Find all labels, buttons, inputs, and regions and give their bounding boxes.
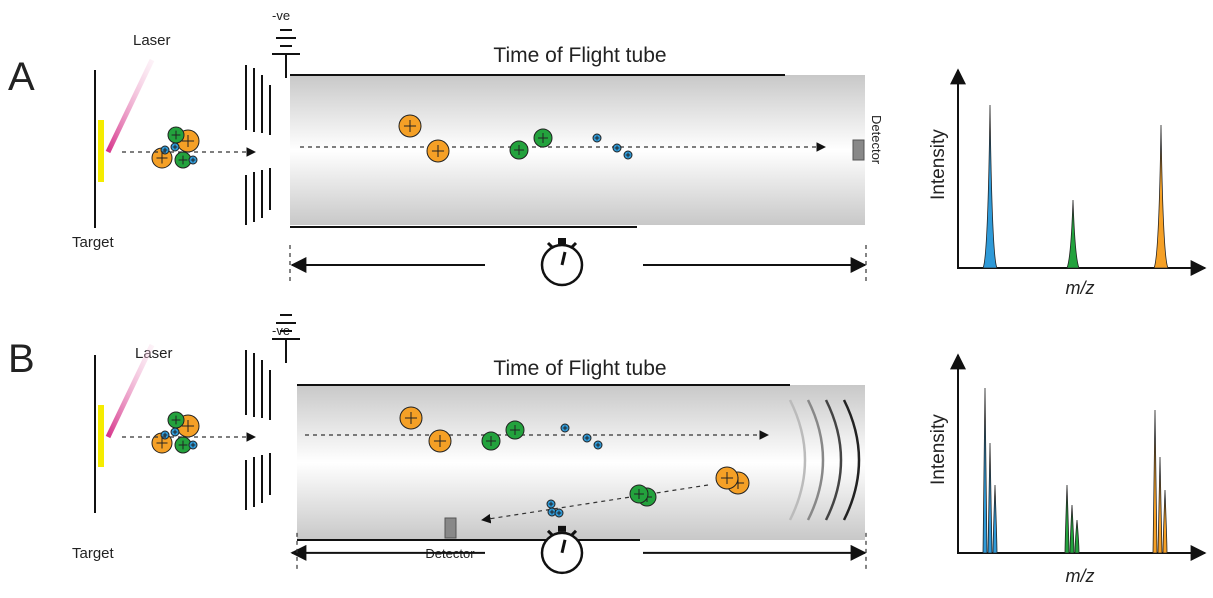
voltage-label: -ve [272, 8, 290, 23]
detector [853, 140, 864, 160]
tube [290, 75, 865, 225]
peak [983, 105, 997, 268]
peak [983, 388, 987, 553]
peak [1154, 125, 1168, 268]
laser-label: Laser [133, 32, 171, 49]
peak [1067, 200, 1079, 268]
battery [272, 30, 300, 78]
stopwatch-crown [558, 526, 566, 532]
laser-label: Laser [135, 345, 173, 362]
peak [1163, 490, 1167, 553]
x-axis-label: m/z [1066, 566, 1095, 586]
panel-label: B [8, 337, 35, 381]
target-label: Target [72, 545, 115, 562]
sample-spot [98, 120, 104, 182]
detector-label: Detector [869, 115, 884, 165]
panel-b: B Laser Target -ve Time of Flight tube D… [8, 315, 1205, 586]
detector [445, 518, 456, 538]
peak [993, 485, 997, 553]
laser-beam [108, 60, 152, 152]
laser-beam [108, 345, 152, 437]
x-axis-label: m/z [1066, 278, 1095, 298]
y-axis-label: Intensity [928, 414, 949, 485]
battery [272, 315, 300, 363]
panel-label: A [8, 55, 35, 99]
peak [1065, 485, 1069, 553]
peak [1075, 520, 1079, 553]
spectrum-axes [958, 70, 1205, 268]
tube [297, 385, 865, 540]
peak [1070, 505, 1074, 553]
y-axis-label: Intensity [928, 129, 949, 200]
figure: A Laser Target -ve Time of Flight tube D… [0, 0, 1213, 598]
peak [1153, 410, 1157, 553]
stopwatch-crown [558, 238, 566, 244]
tube-title: Time of Flight tube [493, 357, 666, 380]
sample-spot [98, 405, 104, 467]
tube-title: Time of Flight tube [493, 44, 666, 67]
target-label: Target [72, 234, 115, 251]
peak [988, 443, 992, 553]
panel-a: A Laser Target -ve Time of Flight tube D… [8, 8, 1205, 298]
peak [1158, 457, 1162, 553]
